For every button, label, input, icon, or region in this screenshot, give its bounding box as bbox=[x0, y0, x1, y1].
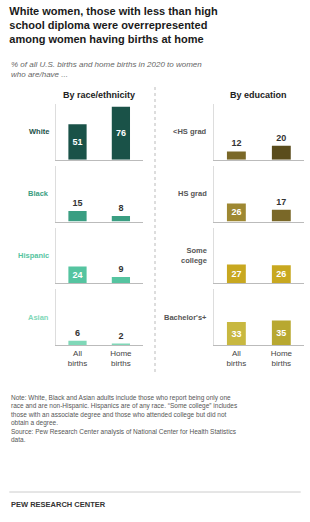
svg-text:Somecollege: Somecollege bbox=[181, 246, 207, 265]
svg-text:Hispanic: Hispanic bbox=[18, 251, 49, 260]
svg-text:By education: By education bbox=[230, 90, 287, 100]
svg-text:Homebirths: Homebirths bbox=[110, 349, 132, 368]
svg-text:By race/ethnicity: By race/ethnicity bbox=[63, 90, 135, 100]
svg-text:Note: White, Black and Asian a: Note: White, Black and Asian adults incl… bbox=[11, 394, 238, 443]
svg-text:White women, those with less t: White women, those with less than highsc… bbox=[9, 5, 218, 46]
svg-text:6: 6 bbox=[75, 328, 80, 338]
svg-text:12: 12 bbox=[231, 138, 241, 148]
svg-text:26: 26 bbox=[276, 269, 286, 279]
svg-text:Allbirths: Allbirths bbox=[227, 349, 247, 368]
svg-text:Homebirths: Homebirths bbox=[271, 349, 293, 368]
svg-text:51: 51 bbox=[72, 137, 82, 147]
svg-text:24: 24 bbox=[72, 270, 82, 280]
svg-text:17: 17 bbox=[276, 197, 286, 207]
svg-text:27: 27 bbox=[231, 269, 241, 279]
svg-text:9: 9 bbox=[118, 264, 123, 274]
svg-text:26: 26 bbox=[231, 207, 241, 217]
svg-text:Asian: Asian bbox=[28, 313, 49, 322]
svg-text:% of all U.S. births and home: % of all U.S. births and home births in … bbox=[11, 60, 202, 79]
svg-text:Allbirths: Allbirths bbox=[68, 349, 88, 368]
svg-text:<HS grad: <HS grad bbox=[173, 127, 207, 136]
svg-text:White: White bbox=[29, 127, 49, 136]
svg-text:Bachelor's+: Bachelor's+ bbox=[164, 313, 207, 322]
svg-text:76: 76 bbox=[116, 128, 126, 138]
svg-text:8: 8 bbox=[118, 203, 123, 213]
svg-text:20: 20 bbox=[276, 133, 286, 143]
svg-text:15: 15 bbox=[72, 198, 82, 208]
svg-text:35: 35 bbox=[276, 328, 286, 338]
svg-text:33: 33 bbox=[231, 329, 241, 339]
svg-text:2: 2 bbox=[118, 331, 123, 341]
svg-text:PEW RESEARCH CENTER: PEW RESEARCH CENTER bbox=[11, 500, 106, 509]
svg-text:Black: Black bbox=[28, 189, 49, 198]
svg-text:HS grad: HS grad bbox=[178, 189, 207, 198]
